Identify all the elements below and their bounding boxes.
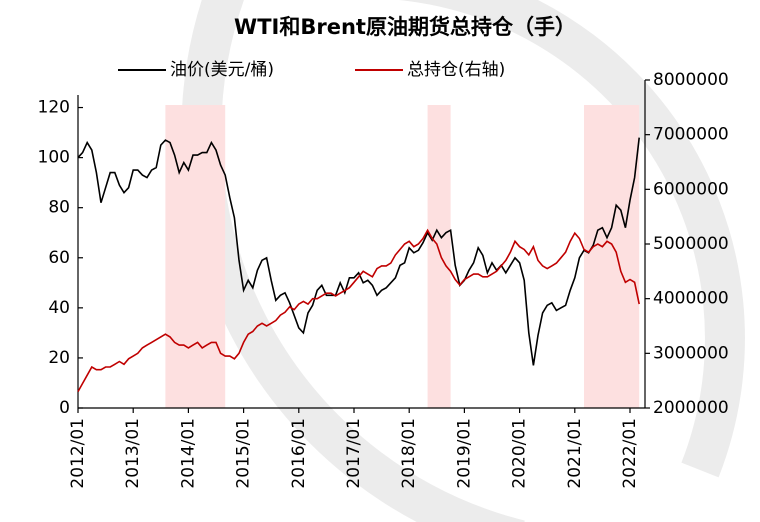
- series-line: [77, 137, 640, 366]
- x-tick-label: 2012/01: [68, 418, 88, 489]
- y-tick-label: 40: [48, 298, 70, 318]
- shaded-period: [584, 105, 640, 408]
- y-tick-label: 120: [38, 98, 70, 118]
- y2-tick-label: 7000000: [653, 125, 729, 145]
- watermark-arc: [398, 0, 745, 478]
- y2-tick-label: 8000000: [653, 70, 729, 90]
- y2-tick-label: 4000000: [653, 289, 729, 309]
- shaded-period: [427, 105, 451, 408]
- x-tick-label: 2017/01: [344, 418, 364, 489]
- y2-tick-label: 6000000: [653, 179, 729, 199]
- x-tick-label: 2022/01: [620, 418, 640, 489]
- x-tick-label: 2020/01: [510, 418, 530, 489]
- chart-title: WTI和Brent原油期货总持仓（手）: [234, 15, 576, 39]
- y-tick-label: 0: [59, 398, 70, 418]
- x-tick-label: 2019/01: [454, 418, 474, 489]
- legend-label: 总持仓(右轴): [407, 60, 505, 80]
- x-tick-label: 2013/01: [123, 418, 143, 489]
- y2-tick-label: 5000000: [653, 234, 729, 254]
- series-line: [77, 228, 640, 392]
- y2-tick-label: 3000000: [653, 343, 729, 363]
- x-tick-label: 2021/01: [565, 418, 585, 489]
- y2-tick-label: 2000000: [653, 398, 729, 418]
- x-tick-label: 2015/01: [234, 418, 254, 489]
- x-tick-label: 2018/01: [399, 418, 419, 489]
- watermark-arc: [181, 0, 525, 522]
- y-tick-label: 20: [48, 348, 70, 368]
- y-tick-label: 80: [48, 198, 70, 218]
- x-tick-label: 2016/01: [289, 418, 309, 489]
- x-tick-label: 2014/01: [178, 418, 198, 489]
- watermark: [181, 0, 745, 522]
- y-tick-label: 100: [38, 148, 70, 168]
- y-tick-label: 60: [48, 248, 70, 268]
- legend-label: 油价(美元/桶): [170, 60, 274, 80]
